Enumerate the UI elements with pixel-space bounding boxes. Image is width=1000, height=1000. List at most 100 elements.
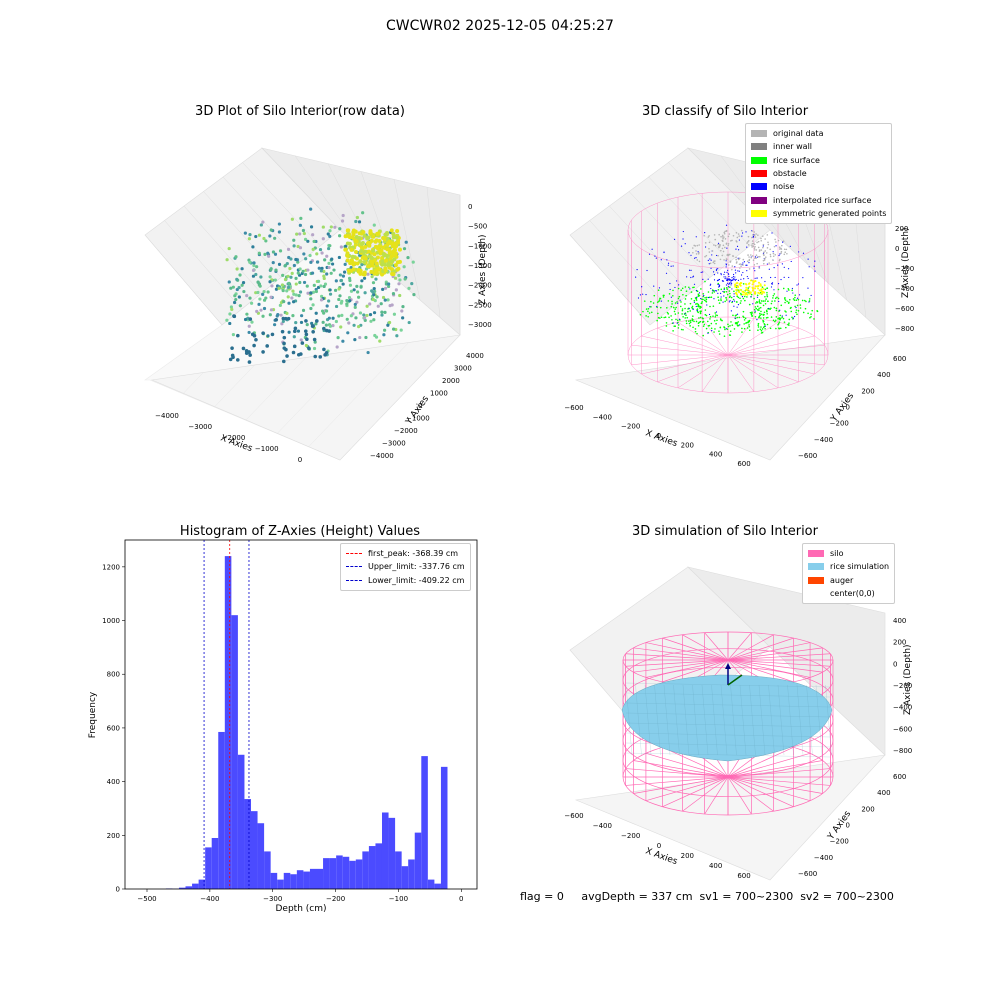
class-point [774, 319, 777, 322]
class-point [756, 301, 758, 303]
class-point [742, 262, 744, 264]
raw-point [328, 324, 333, 328]
raw-point [403, 277, 407, 281]
class-point [754, 287, 757, 290]
class-point [689, 310, 692, 312]
class-point [723, 326, 725, 328]
class-point [745, 231, 747, 233]
raw-point [354, 316, 358, 320]
class-point [766, 323, 769, 326]
legend-entry: obstacle [751, 167, 886, 180]
class-point [746, 264, 748, 266]
class-point [722, 244, 725, 247]
class-point [772, 297, 774, 299]
class-point [738, 270, 740, 272]
class-point [734, 317, 736, 319]
panel4-x-tick-label: −200 [621, 832, 640, 840]
histogram-y-tick-label: 0 [116, 886, 120, 894]
raw-point [337, 255, 341, 260]
panel4-x-tick-label: −600 [564, 812, 583, 820]
legend-entry: Upper_limit: -337.76 cm [346, 560, 465, 573]
class-point [647, 315, 649, 318]
raw-point [281, 319, 285, 323]
class-point [720, 299, 722, 302]
raw-point [298, 280, 302, 285]
class-point [724, 300, 726, 303]
class-point [758, 292, 761, 295]
histogram-y-tick-label: 800 [107, 671, 120, 679]
class-point [643, 300, 646, 302]
panel1-x-tick-label: 0 [298, 456, 302, 464]
class-point [684, 286, 687, 288]
class-point [725, 328, 727, 330]
class-point [656, 319, 658, 322]
panel1-y-tick-label: −2000 [394, 427, 418, 435]
class-point [730, 279, 732, 281]
raw-point [368, 313, 373, 317]
class-point [794, 294, 797, 297]
class-point [658, 300, 660, 303]
class-point [736, 306, 738, 308]
class-point [671, 318, 673, 321]
class-point [699, 307, 701, 309]
panel3-histogram: −500 −400 −300 −200 −100 00200400600800100012… [88, 539, 478, 914]
raw-point [309, 297, 313, 301]
class-point [777, 297, 780, 300]
class-point [796, 297, 799, 299]
raw-point [358, 335, 362, 340]
class-point [765, 252, 768, 254]
class-point [730, 310, 732, 312]
class-point [757, 329, 759, 332]
raw-point [333, 225, 337, 229]
raw-point [237, 285, 241, 290]
class-point [742, 310, 745, 313]
panel2-z-tick-label: −800 [895, 325, 914, 333]
class-point [775, 241, 777, 243]
class-point [708, 247, 710, 250]
raw-point [375, 231, 380, 236]
class-point [674, 302, 677, 304]
class-point [761, 277, 763, 279]
class-point [718, 302, 721, 304]
class-point [748, 329, 751, 332]
raw-point [395, 229, 400, 234]
raw-point [355, 284, 359, 288]
raw-point [374, 238, 379, 243]
class-point [787, 324, 790, 326]
class-point [797, 298, 800, 301]
class-point [707, 296, 710, 299]
class-point [680, 328, 683, 331]
class-point [687, 310, 689, 313]
class-point [684, 303, 686, 305]
class-point [729, 283, 731, 285]
class-point [682, 238, 684, 240]
raw-point [357, 324, 361, 329]
panel4-z-tick-label: −400 [893, 704, 912, 712]
class-point [692, 315, 694, 317]
class-point [698, 251, 700, 254]
class-point [764, 325, 766, 327]
raw-point [261, 314, 265, 318]
raw-point [383, 298, 387, 302]
class-point [660, 316, 663, 319]
class-point [641, 286, 643, 288]
panel2-z-tick-label: 0 [895, 245, 899, 253]
class-point [783, 298, 786, 300]
raw-point [392, 312, 397, 316]
raw-point [240, 283, 244, 287]
raw-point [402, 265, 406, 269]
class-point [672, 265, 674, 267]
class-point [697, 294, 700, 296]
raw-point [317, 266, 321, 270]
class-point [753, 247, 756, 250]
raw-point [345, 241, 350, 246]
class-point [733, 290, 735, 293]
histogram-bar [316, 868, 324, 889]
histogram-bar [408, 859, 415, 889]
class-point [710, 287, 712, 290]
raw-point [361, 230, 366, 235]
class-point [751, 240, 754, 242]
class-point [705, 327, 708, 330]
raw-point [294, 257, 298, 262]
raw-point [247, 360, 252, 364]
